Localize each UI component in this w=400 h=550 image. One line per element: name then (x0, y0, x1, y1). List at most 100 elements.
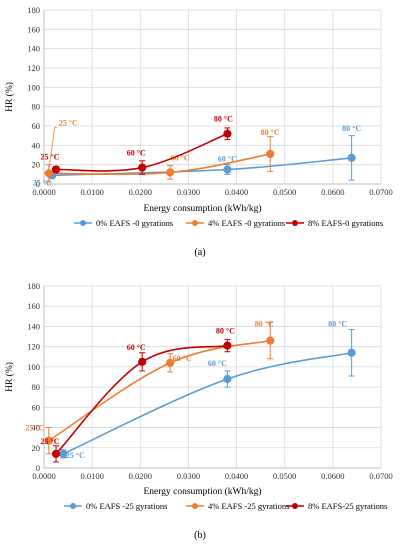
chart-panel-b: 0 20 40 60 80 100 120 140 160 180 0.0000 0.0100 0.02… (4, 281, 393, 541)
data-point (223, 129, 232, 138)
series-1: 25 °C 60 °C 80 °C (59, 320, 356, 460)
panel-label: (b) (194, 530, 206, 541)
y-tick-label: 120 (27, 342, 40, 352)
point-annotation: 60 °C (127, 149, 146, 158)
legend-swatch-marker (192, 220, 198, 226)
x-tick-label: 0.0000 (32, 187, 55, 197)
data-point (138, 357, 147, 366)
data-point (166, 168, 175, 177)
x-tick-label: 0.0100 (80, 471, 103, 481)
legend: 0% EAFS -0 gyrations 4% EAFS -0 gyrations… (74, 218, 383, 228)
x-tick-label: 0.0400 (225, 471, 248, 481)
y-axis-title: HR (%) (4, 82, 15, 112)
data-point (44, 436, 53, 445)
series-1: 25 °C 60 °C 80 °C (33, 124, 362, 187)
y-tick-label: 0 (36, 179, 40, 189)
point-annotation: 60 °C (171, 153, 190, 162)
series-line (52, 157, 352, 177)
data-point (44, 169, 53, 178)
y-tick-label: 0 (36, 463, 40, 473)
series-3: 25 °C 60 °C 80 °C (41, 327, 235, 463)
point-annotation: 60 °C (173, 354, 192, 363)
y-tick-label: 180 (27, 281, 40, 291)
x-tick-label: 0.0500 (273, 471, 296, 481)
y-tick-label: 40 (32, 140, 41, 150)
data-point (51, 449, 61, 458)
data-point (166, 358, 175, 367)
legend-swatch-marker (80, 220, 86, 226)
point-annotation: 25 °C (59, 118, 78, 127)
y-tick-label: 140 (27, 321, 40, 331)
point-annotation: 25 °C (25, 424, 44, 433)
data-point (347, 348, 356, 357)
point-annotation: 80 °C (261, 128, 280, 137)
y-tick-label: 60 (32, 121, 41, 131)
x-axis-title: Energy consumption (kWh/kg) (143, 486, 261, 497)
point-annotation: 80 °C (214, 115, 233, 124)
legend-entry: 0% EAFS -0 gyrations (96, 218, 173, 228)
data-point (223, 165, 232, 174)
chart-panel-a: 0 20 40 60 80 100 120 140 160 180 0.0000 0.0100 0.02… (4, 5, 393, 258)
data-point (347, 153, 356, 162)
point-annotation: 80 °C (255, 320, 274, 329)
y-tick-label: 40 (32, 423, 41, 433)
y-tick-label: 120 (27, 63, 40, 73)
x-tick-label: 0.0000 (32, 471, 55, 481)
y-tick-label: 60 (32, 402, 41, 412)
x-tick-label: 0.0500 (273, 187, 296, 197)
data-point (266, 336, 275, 345)
x-tick-label: 0.0700 (369, 187, 392, 197)
legend: 0% EAFS -25 gyrations 4% EAFS -25 gyratio… (64, 501, 387, 511)
point-annotation: 80 °C (342, 124, 361, 133)
y-tick-label: 80 (32, 382, 41, 392)
legend-swatch-marker (292, 503, 298, 509)
point-annotation: 80 °C (216, 327, 235, 336)
legend-swatch-marker (192, 503, 198, 509)
x-tick-label: 0.0300 (177, 187, 200, 197)
x-tick-label: 0.0400 (225, 187, 248, 197)
y-tick-label: 20 (32, 160, 41, 170)
data-point (223, 341, 232, 350)
point-annotation: 25 °C (41, 153, 60, 162)
point-annotation: 80 °C (328, 320, 347, 329)
data-point (223, 374, 232, 384)
y-tick-label: 160 (27, 24, 40, 34)
x-tick-label: 0.0200 (129, 187, 152, 197)
point-annotation: 25 °C (66, 451, 85, 460)
y-tick-label: 140 (27, 44, 40, 54)
legend-swatch-marker (70, 503, 76, 509)
y-tick-label: 160 (27, 301, 40, 311)
x-tick-label: 0.0300 (177, 471, 200, 481)
y-tick-label: 180 (27, 5, 40, 15)
series-2: 25 °C 60 °C 80 °C (25, 320, 275, 455)
legend-swatch-marker (292, 220, 298, 226)
series-2: 25 °C 60 °C 80 °C (44, 118, 280, 183)
x-tick-label: 0.0100 (80, 187, 103, 197)
legend-entry: 4% EAFS -0 gyrations (208, 218, 285, 228)
data-point (266, 149, 275, 159)
x-tick-label: 0.0600 (321, 187, 344, 197)
data-point (138, 163, 147, 172)
data-point (51, 165, 61, 174)
point-annotation: 60 °C (127, 343, 146, 352)
series-3: 25 °C 60 °C 80 °C (41, 115, 233, 175)
legend-entry: 8% EAFS-0 gyrations (308, 218, 383, 228)
legend-entry: 4% EAFS -25 gyrations (208, 501, 289, 511)
x-tick-label: 0.0600 (321, 471, 344, 481)
x-tick-label: 0.0700 (369, 471, 392, 481)
legend-entry: 8% EAFS-25 gyrations (308, 501, 387, 511)
y-axis-title: HR (%) (4, 362, 15, 392)
series-line (48, 339, 271, 442)
y-tick-label: 20 (32, 443, 41, 453)
x-axis-title: Energy consumption (kWh/kg) (143, 203, 261, 214)
point-annotation: 60 °C (208, 359, 227, 368)
panel-label: (a) (194, 247, 205, 258)
y-tick-label: 80 (32, 102, 41, 112)
point-annotation: 60 °C (218, 155, 237, 164)
annotation-leader (48, 126, 57, 170)
point-annotation: 25 °C (41, 437, 60, 446)
y-tick-label: 100 (27, 362, 40, 372)
x-tick-label: 0.0200 (129, 471, 152, 481)
y-tick-label: 100 (27, 82, 40, 92)
